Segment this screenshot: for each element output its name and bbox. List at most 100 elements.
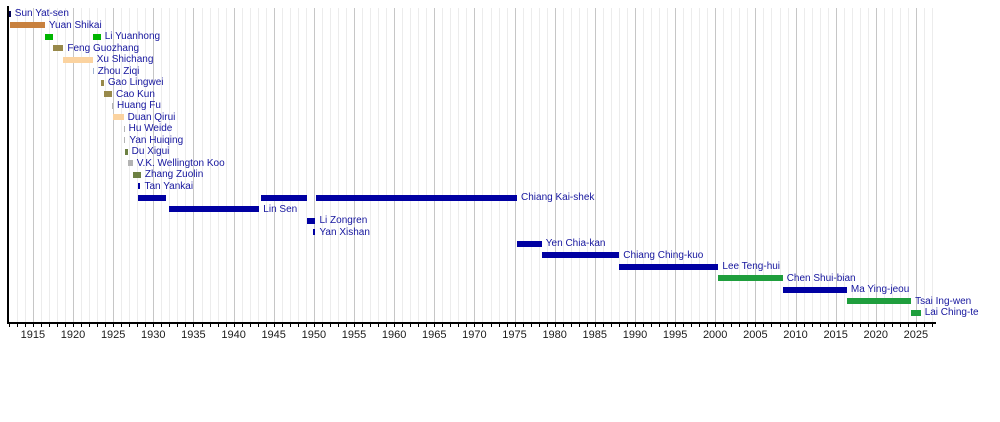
leader-label[interactable]: Xu Shichang	[96, 54, 154, 65]
term-bar	[718, 275, 783, 281]
gridline	[57, 8, 58, 322]
gridline	[337, 8, 339, 322]
term-bar	[132, 171, 141, 178]
axis-tick-label: 2025	[903, 329, 929, 341]
gridline	[626, 8, 628, 322]
gridline	[538, 8, 540, 322]
leader-label[interactable]: Hu Weide	[128, 123, 173, 134]
leader-label[interactable]: Lai Ching-te	[924, 307, 979, 318]
leader-label[interactable]: Tan Yankai	[144, 180, 194, 192]
axis-tick	[586, 324, 588, 327]
term-bar	[125, 148, 128, 155]
term-bar	[846, 298, 912, 304]
axis-tick	[402, 324, 404, 327]
leader-label[interactable]: Du Xigui	[131, 146, 170, 157]
leader-label[interactable]: Lee Teng-hui	[722, 261, 781, 272]
axis-tick	[570, 324, 572, 327]
axis-tick	[851, 324, 853, 327]
axis-tick	[578, 324, 580, 327]
leader-label[interactable]: Yan Xishan	[319, 226, 370, 238]
leader-label[interactable]: Zhang Zuolin	[144, 169, 204, 180]
term-bar	[127, 160, 133, 166]
gridline	[482, 8, 484, 322]
leader-label[interactable]: Li Zongren	[319, 215, 368, 226]
leader-label[interactable]: Sun Yat-sen	[14, 8, 69, 19]
axis-tick	[659, 324, 660, 327]
axis-tick	[113, 324, 115, 327]
x-axis-line	[7, 322, 936, 324]
gridline	[683, 8, 685, 322]
gridline	[458, 8, 460, 322]
axis-tick	[643, 324, 644, 327]
gridline	[618, 8, 620, 322]
leader-label[interactable]: V.K. Wellington Koo	[136, 157, 225, 169]
gridline	[554, 8, 556, 322]
gridline	[105, 8, 107, 322]
axis-tick	[907, 324, 909, 327]
axis-tick	[731, 324, 733, 327]
gridline	[161, 8, 163, 322]
leader-label[interactable]: Yuan Shikai	[48, 19, 102, 31]
axis-tick	[281, 324, 283, 327]
gridline	[691, 8, 693, 322]
gridline	[819, 8, 821, 322]
axis-tick-label: 1970	[462, 329, 487, 341]
axis-tick	[217, 324, 219, 327]
leader-label[interactable]: Cao Kun	[116, 88, 155, 100]
leader-label[interactable]: Chiang Kai-shek	[521, 192, 595, 203]
gridline	[610, 8, 612, 322]
axis-tick	[610, 324, 612, 327]
gridline	[81, 8, 83, 322]
gridline	[715, 8, 717, 322]
leader-label[interactable]: Tsai Ing-wen	[915, 295, 972, 307]
term-bar	[112, 102, 113, 109]
gridline	[185, 8, 187, 322]
axis-tick	[932, 324, 933, 327]
axis-tick	[635, 324, 636, 327]
leader-label[interactable]: Yan Huiqing	[129, 134, 184, 146]
gridline	[305, 8, 307, 322]
gridline	[145, 8, 147, 322]
leader-label[interactable]: Duan Qirui	[127, 111, 176, 123]
gridline	[932, 8, 933, 322]
gridline	[177, 8, 179, 322]
leader-label[interactable]: Chen Shui-bian	[786, 272, 856, 284]
axis-tick-label: 1990	[622, 329, 648, 341]
gridline	[426, 8, 428, 322]
axis-tick	[161, 324, 163, 327]
gridline	[490, 8, 492, 322]
leader-label[interactable]: Feng Guozhang	[67, 42, 140, 54]
leader-label[interactable]: Li Yuanhong	[104, 31, 161, 42]
leader-label[interactable]: Zhou Ziqi	[97, 65, 140, 77]
gridline	[225, 8, 227, 322]
axis-tick	[755, 324, 757, 327]
gridline	[578, 8, 580, 322]
gridline	[739, 8, 741, 322]
axis-tick	[843, 324, 845, 327]
axis-tick	[378, 324, 380, 327]
axis-tick	[225, 324, 227, 327]
axis-tick	[546, 324, 548, 327]
axis-tick	[265, 324, 267, 327]
leader-label[interactable]: Gao Lingwei	[107, 77, 164, 88]
gridline	[16, 8, 18, 322]
leader-label[interactable]: Chiang Ching-kuo	[623, 249, 704, 261]
gridline	[827, 8, 829, 322]
leader-label[interactable]: Yen Chia-kan	[545, 238, 606, 249]
axis-tick	[249, 324, 251, 327]
gridline	[24, 8, 26, 322]
gridline	[643, 8, 644, 322]
axis-tick	[875, 324, 877, 327]
axis-tick	[522, 324, 524, 327]
axis-tick	[129, 324, 131, 327]
axis-tick	[305, 324, 307, 327]
term-bar	[541, 252, 620, 258]
leader-label[interactable]: Huang Fu	[117, 100, 161, 111]
leader-label[interactable]: Lin Sen	[263, 203, 298, 215]
axis-tick-label: 2000	[702, 329, 728, 341]
leader-label[interactable]: Ma Ying-jeou	[850, 284, 910, 295]
axis-tick	[771, 324, 773, 327]
axis-tick-label: 1995	[662, 329, 688, 341]
gridline	[811, 8, 813, 322]
gridline	[779, 8, 781, 322]
